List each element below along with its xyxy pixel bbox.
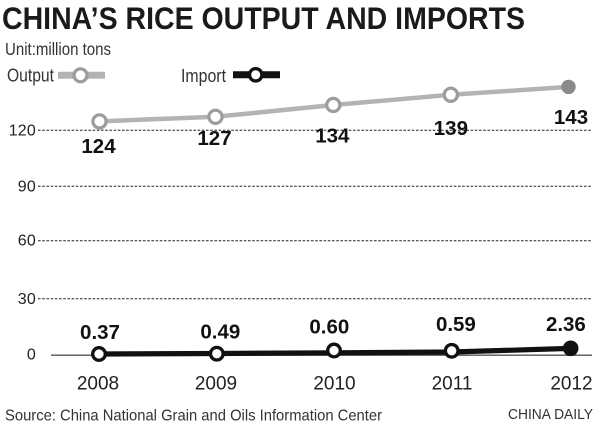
svg-text:143: 143: [554, 106, 588, 129]
svg-text:0.49: 0.49: [200, 321, 240, 344]
svg-text:90: 90: [18, 178, 36, 195]
svg-text:2009: 2009: [195, 374, 237, 395]
svg-text:2010: 2010: [313, 374, 355, 395]
svg-text:Import: Import: [181, 66, 226, 86]
svg-text:0: 0: [27, 347, 36, 364]
svg-text:60: 60: [18, 233, 36, 250]
svg-text:2011: 2011: [432, 374, 473, 395]
svg-text:134: 134: [315, 125, 350, 148]
svg-text:30: 30: [18, 291, 36, 308]
svg-text:0.37: 0.37: [80, 321, 120, 344]
svg-text:2012: 2012: [550, 374, 592, 395]
svg-text:2.36: 2.36: [546, 313, 586, 336]
svg-text:Output: Output: [7, 66, 54, 86]
svg-text:127: 127: [197, 127, 231, 150]
svg-text:Unit:million tons: Unit:million tons: [5, 39, 111, 59]
svg-text:0.60: 0.60: [309, 316, 349, 339]
svg-text:120: 120: [9, 123, 36, 140]
svg-text:139: 139: [434, 117, 468, 140]
svg-text:CHINA’S RICE OUTPUT AND IMPORT: CHINA’S RICE OUTPUT AND IMPORTS: [2, 0, 525, 36]
svg-text:CHINA DAILY: CHINA DAILY: [508, 406, 593, 423]
svg-text:Source: China National Grain a: Source: China National Grain and Oils In…: [5, 408, 383, 425]
svg-text:2008: 2008: [77, 374, 119, 395]
svg-text:124: 124: [81, 135, 116, 158]
svg-text:0.59: 0.59: [436, 313, 476, 336]
